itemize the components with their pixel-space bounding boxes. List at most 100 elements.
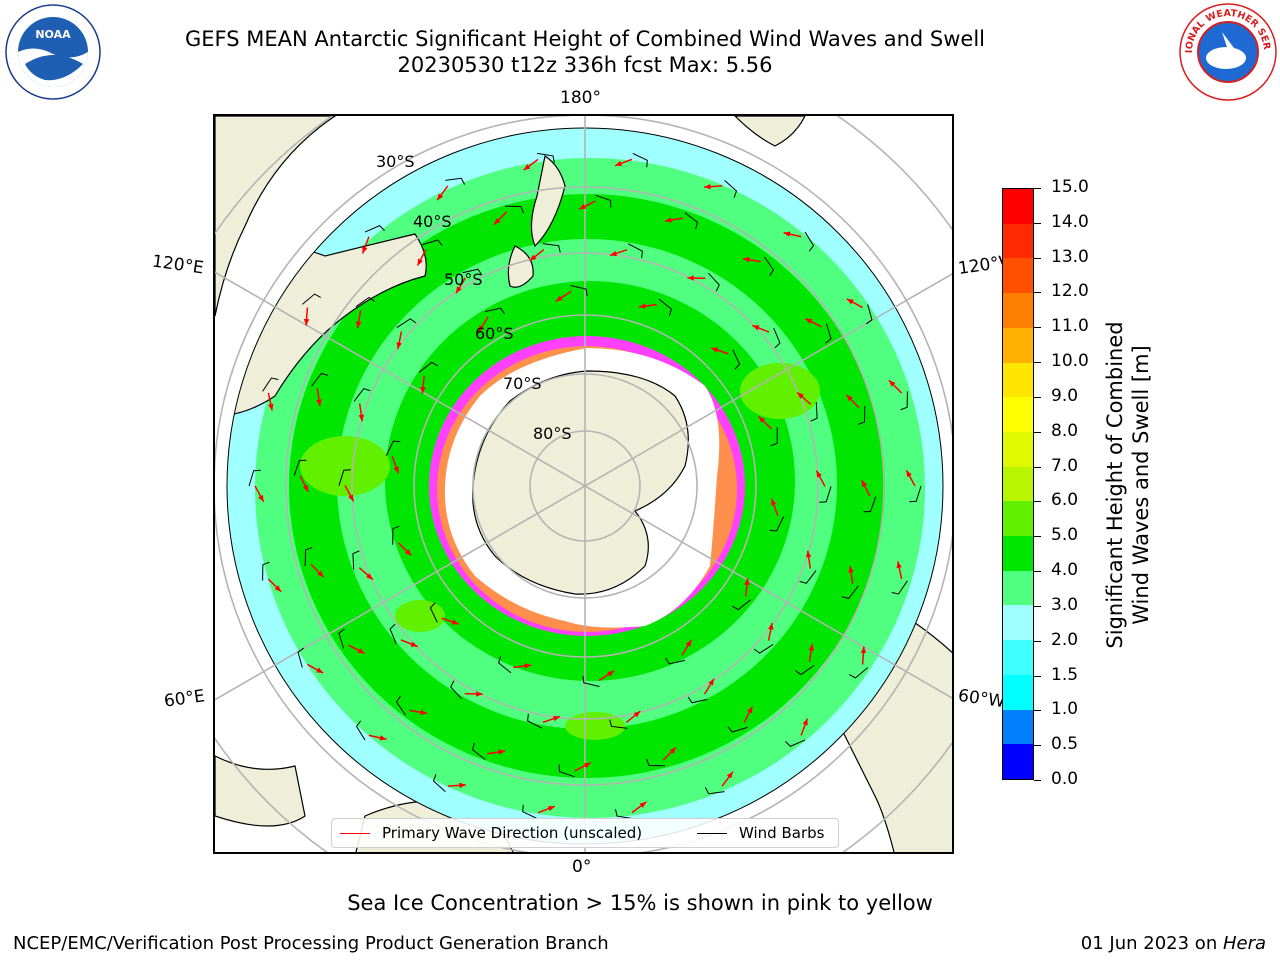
- wind-barb: [665, 657, 686, 665]
- colorbar-tick-label: 9.0: [1051, 385, 1079, 406]
- svg-text:NOAA: NOAA: [35, 28, 71, 41]
- wave-direction-arrowhead: [664, 217, 672, 223]
- colorbar-segment: [1003, 431, 1033, 467]
- wave-height-field: [227, 128, 943, 844]
- wind-barb: [773, 328, 781, 349]
- wave-direction-arrowhead: [610, 250, 618, 256]
- colorbar-segment: [1003, 605, 1033, 641]
- wind-barb: [900, 391, 908, 411]
- wind-barb: [704, 787, 725, 795]
- wind-barb: [609, 719, 628, 729]
- wind-barb: [396, 318, 417, 328]
- wind-barb: [505, 205, 524, 214]
- wind-barb: [708, 272, 720, 292]
- wave-direction-arrowhead: [579, 203, 587, 210]
- wind-barb: [385, 440, 401, 456]
- wind-barb: [582, 675, 600, 687]
- wave-direction-arrowhead: [547, 806, 555, 812]
- wave-direction-arrowhead: [860, 646, 867, 654]
- wave-direction-arrowhead: [583, 762, 591, 769]
- wind-barb: [527, 713, 543, 729]
- colorbar-tick-mark: [1034, 710, 1041, 712]
- wave-direction-arrowhead: [906, 470, 912, 478]
- wind-barb: [794, 664, 815, 676]
- wave-direction-arrowhead: [633, 711, 641, 718]
- colorbar-segment: [1003, 397, 1033, 432]
- colorbar-tick-mark: [1034, 536, 1041, 538]
- wave-direction-arrowhead: [758, 416, 766, 423]
- wave-direction-arrowhead: [356, 321, 362, 329]
- colorbar-segment: [1003, 744, 1033, 779]
- map-legend: Primary Wave Direction (unscaled) Wind B…: [331, 818, 839, 848]
- wind-barb: [364, 225, 385, 233]
- wind-barb: [338, 628, 345, 649]
- colorbar-tick-label: 11.0: [1051, 316, 1089, 337]
- wind-barb: [909, 485, 922, 503]
- wind-barb: [810, 402, 818, 422]
- wind-barb: [632, 152, 648, 168]
- wave-direction-arrowhead: [258, 494, 264, 502]
- colorbar-segment: [1003, 362, 1033, 398]
- wave-direction-arrowhead: [379, 735, 387, 741]
- latitude-label-30s: 30°S: [376, 152, 415, 171]
- chart-subtitle: 20230530 t12z 336h fcst Max: 5.56: [397, 53, 773, 77]
- wave-direction-arrowhead: [896, 561, 902, 569]
- colorbar-tick-mark: [1034, 396, 1041, 398]
- wave-direction-arrowhead: [303, 318, 310, 326]
- wind-barb: [297, 647, 304, 668]
- wave-direction-arrowhead: [704, 183, 711, 190]
- colorbar-tick-label: 13.0: [1051, 246, 1089, 267]
- wind-barb: [422, 239, 443, 246]
- latitude-label-70s: 70°S: [503, 374, 542, 393]
- wave-direction-arrowhead: [711, 347, 719, 353]
- wave-direction-arrowhead: [638, 303, 646, 309]
- wave-direction-arrowhead: [802, 718, 808, 726]
- wave-direction-arrowhead: [552, 716, 560, 722]
- colorbar-tick-mark: [1034, 780, 1041, 781]
- wind-barbs-legend-label: Wind Barbs: [739, 824, 825, 842]
- colorbar: [1002, 188, 1034, 780]
- wave-direction-arrowhead: [808, 643, 814, 651]
- colorbar-tick-label: 1.0: [1051, 699, 1079, 720]
- wind-barb: [432, 774, 446, 793]
- wave-direction-arrowhead: [669, 747, 677, 754]
- wave-direction-arrowhead: [555, 295, 563, 302]
- colorbar-label: Significant Height of Combined Wind Wave…: [1102, 321, 1154, 648]
- wave-direction-arrowhead: [393, 466, 399, 474]
- wave-direction-arrowhead: [366, 573, 373, 580]
- wave-direction-arrowhead: [639, 801, 647, 808]
- colorbar-tick-mark: [1034, 675, 1041, 677]
- colorbar-tick-label: 14.0: [1051, 211, 1089, 232]
- colorbar-tick-label: 1.5: [1051, 664, 1079, 685]
- wind-barb: [595, 194, 612, 208]
- wind-barb: [785, 739, 806, 747]
- nws-logo: NATIONAL WEATHER SERVICE: [1178, 2, 1277, 101]
- wind-barb: [558, 764, 575, 778]
- wave-direction-arrowhead: [498, 749, 506, 755]
- wind-barb: [450, 680, 462, 700]
- wave-direction-arrowhead: [742, 257, 750, 263]
- wave-direction-arrowhead: [848, 565, 854, 573]
- wave-direction-arrowhead: [888, 380, 896, 387]
- wave-direction-arrowhead: [747, 706, 753, 714]
- colorbar-segment: [1003, 189, 1033, 224]
- wind-barb: [389, 623, 397, 644]
- wave-direction-arrowhead: [523, 164, 531, 171]
- wave-direction-arrowhead: [615, 160, 623, 166]
- wave-direction-arrowhead: [420, 709, 428, 715]
- wind-barb: [537, 152, 555, 163]
- meridian-label-60e: 60°E: [162, 686, 207, 712]
- wind-barb: [841, 585, 859, 600]
- wave-direction-arrowhead: [362, 246, 368, 254]
- wave-direction-arrowhead: [726, 771, 733, 779]
- wave-direction-arrowhead: [797, 392, 804, 399]
- colorbar-label-line1: Significant Height of Combined: [1103, 321, 1127, 649]
- wave-direction-arrowhead: [846, 394, 853, 402]
- colorbar-tick-label: 12.0: [1051, 281, 1089, 302]
- wave-direction-arrowhead: [302, 484, 309, 492]
- latitude-label-50s: 50°S: [444, 270, 483, 289]
- colorbar-tick-label: 6.0: [1051, 490, 1079, 511]
- latitude-label-40s: 40°S: [413, 212, 452, 231]
- wind-barb: [849, 667, 868, 679]
- wind-barb: [248, 469, 261, 487]
